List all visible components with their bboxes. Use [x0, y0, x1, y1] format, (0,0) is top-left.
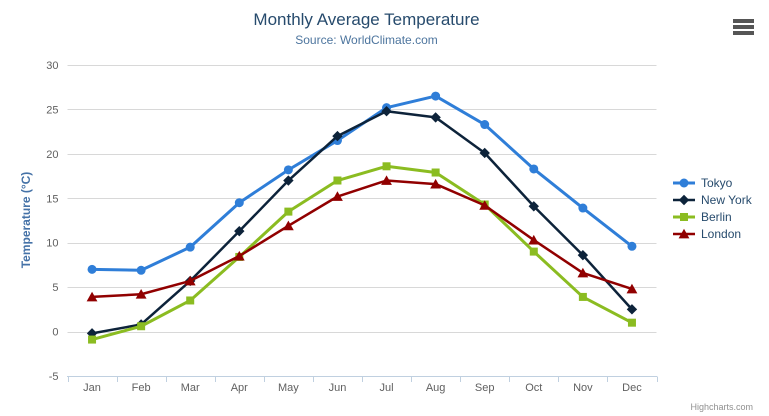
data-point-marker[interactable]: [88, 335, 97, 344]
hamburger-bar: [733, 19, 754, 23]
data-point-marker[interactable]: [577, 267, 589, 278]
legend-item-new-york[interactable]: New York: [672, 192, 752, 208]
yaxis-tick-label: 20: [46, 149, 58, 161]
xaxis-category-label: Aug: [426, 382, 446, 394]
yaxis-tick-label: 5: [52, 282, 58, 294]
legend-label: London: [701, 227, 742, 241]
series-berlin[interactable]: [88, 162, 636, 344]
xaxis-category-label: Feb: [132, 382, 151, 394]
diamond-marker-icon: [673, 194, 695, 206]
data-point-marker[interactable]: [679, 178, 689, 188]
hamburger-bar: [733, 25, 754, 29]
data-point-marker[interactable]: [282, 220, 294, 231]
highcharts-credit[interactable]: Highcharts.com: [690, 402, 753, 412]
triangle-marker-icon: [673, 228, 695, 239]
data-point-marker[interactable]: [234, 198, 244, 208]
data-point-marker[interactable]: [186, 296, 195, 305]
xaxis-category-label: Sep: [475, 382, 495, 394]
yaxis-tick-label: -5: [49, 371, 59, 383]
legend-item-berlin[interactable]: Berlin: [672, 209, 752, 225]
legend-label: New York: [701, 193, 752, 207]
legend: Tokyo New York Berlin London: [672, 175, 752, 242]
data-point-marker[interactable]: [626, 304, 638, 315]
series-line[interactable]: [90, 109, 634, 335]
data-point-marker[interactable]: [577, 249, 589, 261]
data-point-marker[interactable]: [578, 292, 587, 301]
series-line[interactable]: [90, 179, 634, 299]
yaxis-tick-label: 30: [46, 60, 58, 72]
data-point-marker[interactable]: [185, 242, 195, 252]
hamburger-icon[interactable]: [733, 19, 754, 35]
xaxis-category-label: Oct: [525, 382, 542, 394]
data-point-marker[interactable]: [529, 164, 539, 174]
data-point-marker[interactable]: [431, 91, 441, 101]
data-point-marker[interactable]: [135, 289, 147, 299]
data-point-marker[interactable]: [678, 194, 690, 206]
series-line[interactable]: [90, 164, 634, 342]
series-line[interactable]: [90, 94, 634, 272]
data-point-marker[interactable]: [381, 175, 392, 185]
data-point-marker[interactable]: [382, 162, 391, 171]
data-point-marker[interactable]: [136, 265, 146, 275]
data-point-marker[interactable]: [283, 165, 293, 175]
data-point-marker[interactable]: [678, 228, 690, 239]
data-point-marker[interactable]: [431, 168, 440, 177]
xaxis-category-label: Jul: [380, 382, 394, 394]
data-point-marker[interactable]: [381, 106, 392, 117]
data-point-marker[interactable]: [528, 234, 540, 245]
data-point-marker[interactable]: [87, 264, 97, 274]
legend-label: Berlin: [701, 210, 732, 224]
data-point-marker[interactable]: [184, 275, 196, 286]
data-point-marker[interactable]: [332, 191, 343, 201]
data-point-marker[interactable]: [234, 225, 245, 237]
yaxis-tick-label: 15: [46, 193, 58, 205]
legend-item-tokyo[interactable]: Tokyo: [672, 175, 752, 191]
chart-title: Monthly Average Temperature: [253, 10, 480, 29]
xaxis-category-label: Jan: [83, 382, 101, 394]
data-point-marker[interactable]: [333, 176, 342, 185]
yaxis-tick-label: 25: [46, 104, 58, 116]
legend-label: Tokyo: [701, 176, 733, 190]
xaxis-category-label: Apr: [231, 382, 248, 394]
data-point-marker[interactable]: [137, 322, 146, 331]
data-point-marker[interactable]: [479, 147, 490, 159]
data-point-marker[interactable]: [283, 175, 294, 186]
xaxis-category-label: Mar: [181, 382, 200, 394]
data-point-marker[interactable]: [480, 120, 490, 130]
data-point-marker[interactable]: [627, 318, 636, 327]
yaxis-tick-label: 0: [52, 327, 58, 339]
data-point-marker[interactable]: [626, 283, 638, 294]
data-point-marker[interactable]: [430, 178, 442, 189]
series-london[interactable]: [86, 175, 638, 302]
data-point-marker[interactable]: [479, 200, 491, 210]
data-point-marker[interactable]: [233, 250, 245, 261]
chart-subtitle: Source: WorldClimate.com: [295, 33, 438, 47]
xaxis-category-label: May: [278, 382, 299, 394]
legend-item-london[interactable]: London: [672, 226, 752, 242]
data-point-marker[interactable]: [528, 201, 539, 212]
series-tokyo[interactable]: [87, 91, 637, 275]
xaxis-category-label: Nov: [573, 382, 593, 394]
xaxis-category-label: Dec: [622, 382, 642, 394]
circle-marker-icon: [673, 178, 695, 188]
data-point-marker[interactable]: [578, 203, 588, 213]
xaxis-category-label: Jun: [329, 382, 347, 394]
data-point-marker[interactable]: [627, 241, 637, 251]
hamburger-bar: [733, 31, 754, 35]
series-new-york[interactable]: [86, 106, 638, 339]
square-marker-icon: [673, 213, 695, 221]
data-point-marker[interactable]: [680, 213, 688, 221]
data-point-marker[interactable]: [284, 207, 293, 216]
data-point-marker[interactable]: [332, 130, 343, 142]
data-point-marker[interactable]: [529, 247, 538, 256]
yaxis-tick-label: 10: [46, 238, 58, 250]
data-point-marker[interactable]: [430, 112, 441, 123]
data-point-marker[interactable]: [86, 291, 98, 302]
